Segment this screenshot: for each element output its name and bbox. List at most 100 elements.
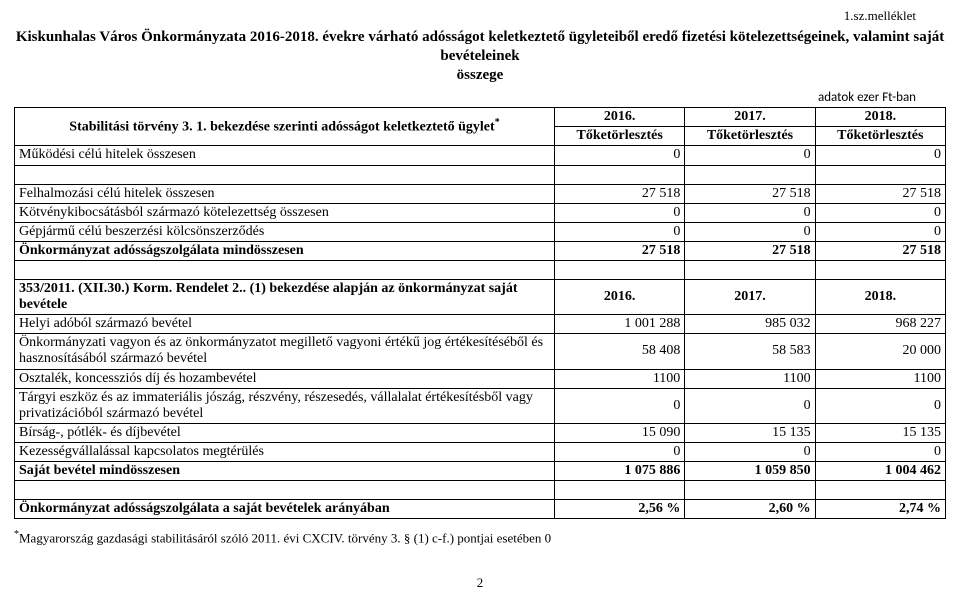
unit-note: adatok ezer Ft-ban [14,90,946,105]
table-row: Kezességvállalással kapcsolatos megtérül… [15,442,946,461]
annex-label: 1.sz.melléklet [14,8,946,24]
law-label-text: Stabilitási törvény 3. 1. bekezdése szer… [69,120,494,135]
row-value: 0 [554,146,684,165]
page-number: 2 [0,575,960,591]
spacer-cell [554,481,684,500]
repay-2016: Tőketörlesztés [554,127,684,146]
section2-header-row: 353/2011. (XII.30.) Korm. Rendelet 2.. (… [15,280,946,315]
table-row: Önkormányzat adósságszolgálata mindössze… [15,241,946,260]
year-2016: 2016. [554,108,684,127]
row-label: Helyi adóból származó bevétel [15,315,555,334]
row-value: 58 583 [685,334,815,369]
row-value: 27 518 [554,241,684,260]
year-2018: 2018. [815,108,945,127]
row-value: 2,74 % [815,500,945,519]
row-value: 1 075 886 [554,462,684,481]
row-value: 2,56 % [554,500,684,519]
row-value: 0 [815,222,945,241]
spacer-cell [15,165,555,184]
title-line-2: összege [457,67,504,83]
row-value: 0 [815,388,945,423]
table-row: Önkormányzat adósságszolgálata a saját b… [15,500,946,519]
spacer-cell [685,165,815,184]
table-row: Felhalmozási célú hitelek összesen27 518… [15,184,946,203]
section2-y2: 2017. [685,280,815,315]
table-row: Tárgyi eszköz és az immateriális jószág,… [15,388,946,423]
row-value: 0 [554,203,684,222]
row-value: 968 227 [815,315,945,334]
table-row [15,165,946,184]
row-value: 27 518 [815,241,945,260]
row-label: Kötvénykibocsátásból származó kötelezett… [15,203,555,222]
row-value: 0 [685,388,815,423]
row-label: Működési célú hitelek összesen [15,146,555,165]
row-value: 15 090 [554,423,684,442]
table-row: Önkormányzati vagyon és az önkormányzato… [15,334,946,369]
row-label: Tárgyi eszköz és az immateriális jószág,… [15,388,555,423]
spacer-cell [554,261,684,280]
row-label: Gépjármű célú beszerzési kölcsönszerződé… [15,222,555,241]
table-row [15,481,946,500]
header-years-row: Stabilitási törvény 3. 1. bekezdése szer… [15,108,946,127]
law-label-asterisk: * [495,117,500,128]
footnote: *Magyarország gazdasági stabilitásáról s… [14,529,946,546]
debt-table: Stabilitási törvény 3. 1. bekezdése szer… [14,107,946,519]
row-value: 27 518 [685,241,815,260]
spacer-cell [554,165,684,184]
row-value: 15 135 [815,423,945,442]
spacer-cell [685,261,815,280]
row-value: 0 [554,388,684,423]
row-value: 1100 [815,369,945,388]
row-value: 1100 [554,369,684,388]
row-value: 0 [685,203,815,222]
year-2017: 2017. [685,108,815,127]
row-value: 1 059 850 [685,462,815,481]
page-title: Kiskunhalas Város Önkormányzata 2016-201… [14,28,946,84]
table-row: Működési célú hitelek összesen000 [15,146,946,165]
row-value: 2,60 % [685,500,815,519]
table-row [15,261,946,280]
row-value: 1 001 288 [554,315,684,334]
row-value: 985 032 [685,315,815,334]
spacer-cell [15,481,555,500]
footnote-text: Magyarország gazdasági stabilitásáról sz… [19,531,551,546]
title-line-1: Kiskunhalas Város Önkormányzata 2016-201… [16,29,944,64]
row-label: Saját bevétel mindösszesen [15,462,555,481]
row-value: 1 004 462 [815,462,945,481]
row-value: 0 [685,442,815,461]
row-label: Osztalék, koncessziós díj és hozambevéte… [15,369,555,388]
row-value: 27 518 [554,184,684,203]
table-row: Kötvénykibocsátásból származó kötelezett… [15,203,946,222]
spacer-cell [685,481,815,500]
row-value: 20 000 [815,334,945,369]
section2-y3: 2018. [815,280,945,315]
row-value: 15 135 [685,423,815,442]
row-value: 0 [815,203,945,222]
row-value: 0 [554,442,684,461]
section2-y1: 2016. [554,280,684,315]
law-label-cell: Stabilitási törvény 3. 1. bekezdése szer… [15,108,555,146]
row-label: Önkormányzat adósságszolgálata mindössze… [15,241,555,260]
row-value: 27 518 [685,184,815,203]
repay-2018: Tőketörlesztés [815,127,945,146]
row-label: Kezességvállalással kapcsolatos megtérül… [15,442,555,461]
row-label: Önkormányzati vagyon és az önkormányzato… [15,334,555,369]
spacer-cell [815,165,945,184]
row-value: 0 [815,442,945,461]
spacer-cell [815,261,945,280]
repay-2017: Tőketörlesztés [685,127,815,146]
table-row: Bírság-, pótlék- és díjbevétel15 09015 1… [15,423,946,442]
row-value: 27 518 [815,184,945,203]
spacer-cell [15,261,555,280]
row-label: Önkormányzat adósságszolgálata a saját b… [15,500,555,519]
row-value: 0 [815,146,945,165]
row-value: 0 [685,146,815,165]
table-row: Osztalék, koncessziós díj és hozambevéte… [15,369,946,388]
row-label: Bírság-, pótlék- és díjbevétel [15,423,555,442]
row-value: 0 [685,222,815,241]
table-row: Gépjármű célú beszerzési kölcsönszerződé… [15,222,946,241]
row-value: 0 [554,222,684,241]
spacer-cell [815,481,945,500]
row-value: 1100 [685,369,815,388]
table-row: Helyi adóból származó bevétel1 001 28898… [15,315,946,334]
